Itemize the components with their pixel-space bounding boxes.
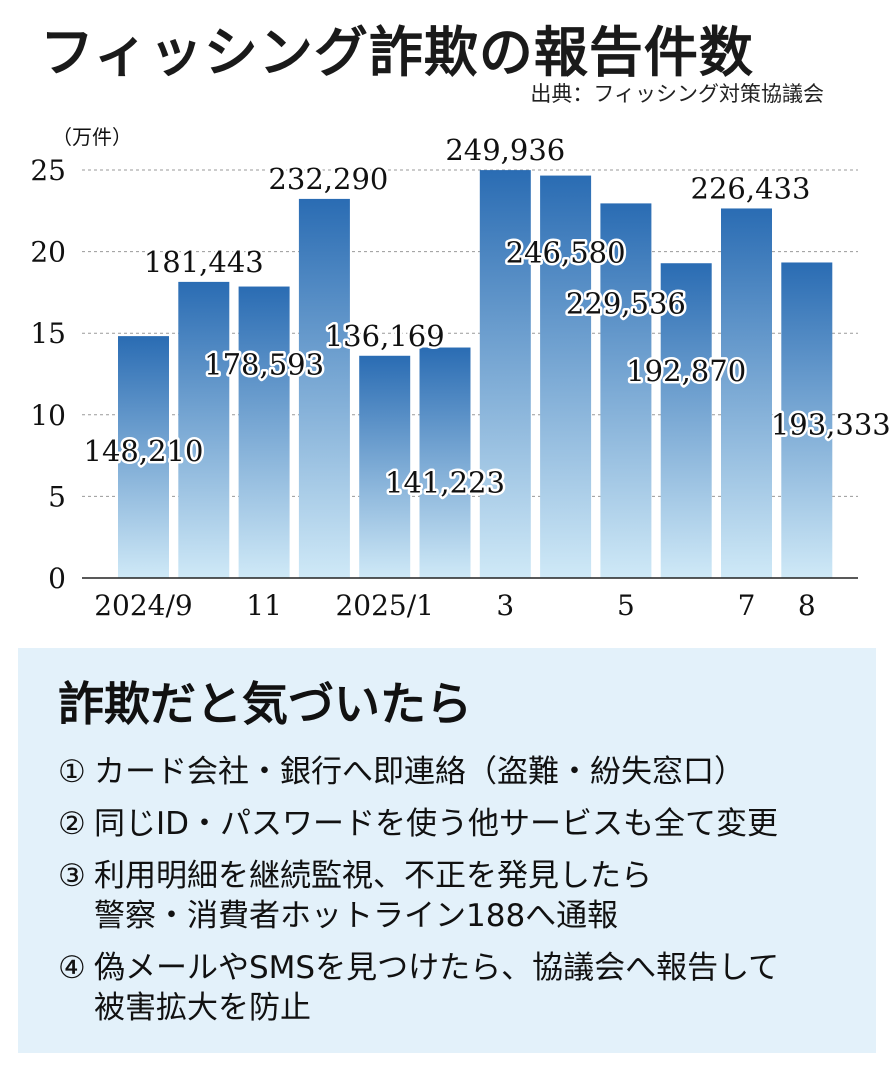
y-tick-label: 25 [30,154,66,187]
tip-item: ④ 偽メールやSMSを見つけたら、協議会へ報告して 被害拡大を防止 [58,948,876,1028]
x-tick-label: 11 [246,589,282,622]
y-tick-label: 20 [30,236,66,269]
y-tick-label: 15 [30,317,66,350]
data-label: 232,290 [268,162,388,196]
y-tick-label: 5 [48,480,66,513]
bar [238,286,290,578]
y-tick-label: 10 [30,399,66,432]
tip-text: 偽メールやSMSを見つけたら、協議会へ報告して 被害拡大を防止 [94,950,780,1026]
y-unit-label: （万件） [52,125,132,149]
bar [660,263,712,578]
data-label: 192,870 [626,354,746,388]
tip-text: 同じID・パスワードを使う他サービスも全て変更 [94,806,779,842]
bar [419,347,471,578]
bar [479,170,531,579]
bar [178,281,230,578]
x-tick-label: 2025/1 [335,589,434,622]
source-note: 出典：フィッシング対策協議会 [530,82,824,106]
tip-item: ③ 利用明細を継続監視、不正を発見したら 警察・消費者ホットライン188へ通報 [58,856,876,936]
tip-text: カード会社・銀行へ即連絡（盗難・紛失窓口） [94,754,745,790]
x-tick-label: 3 [496,589,514,622]
tip-item: ② 同じID・パスワードを使う他サービスも全て変更 [58,804,876,844]
tips-list: ① カード会社・銀行へ即連絡（盗難・紛失窓口） ② 同じID・パスワードを使う他サービ… [58,752,876,1028]
bar [781,262,833,578]
bar [118,336,169,578]
tip-item: ① カード会社・銀行へ即連絡（盗難・紛失窓口） [58,752,876,792]
bar [298,198,350,578]
data-label: 178,593 [204,348,324,382]
data-label: 136,169 [325,319,445,353]
x-tick-label: 2024/9 [94,589,193,622]
x-tick-label: 5 [617,589,635,622]
y-tick-label: 0 [48,562,66,595]
tip-number: ① [58,754,86,790]
bar [721,208,772,578]
tip-number: ③ [58,858,86,894]
data-label: 226,433 [691,171,811,205]
data-label: 141,223 [385,466,505,500]
tip-text: 利用明細を継続監視、不正を発見したら 警察・消費者ホットライン188へ通報 [94,858,652,934]
x-tick-label: 8 [798,589,816,622]
data-label: 193,333 [771,407,891,441]
bar [359,355,411,578]
data-label: 229,536 [566,286,686,320]
bar [600,203,652,578]
x-tick-label: 7 [738,589,756,622]
tip-number: ④ [58,950,86,986]
tips-title: 詐欺だと気づいたら [58,677,472,731]
data-label: 249,936 [445,133,565,167]
data-label: 148,210 [84,434,204,468]
bar [540,175,592,579]
page-title: フィッシング詐欺の報告件数 [40,21,754,84]
bar-chart: （万件） 0 5 10 15 20 25 2024/9 11 2025/1 3 5 7 8 148,2… [30,125,893,622]
data-label: 246,580 [506,236,626,270]
data-label: 181,443 [144,245,264,279]
tips-panel: 詐欺だと気づいたら ① カード会社・銀行へ即連絡（盗難・紛失窓口） ② 同じID・パス… [18,648,876,1053]
tip-number: ② [58,806,86,842]
